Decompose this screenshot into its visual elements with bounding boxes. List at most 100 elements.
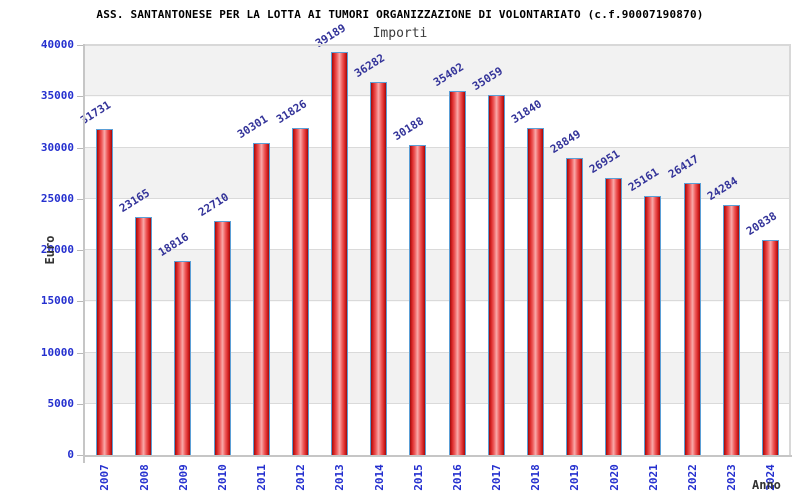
y-grid-line xyxy=(85,146,790,148)
x-tick-label-2010: 2010 xyxy=(202,458,242,496)
y-tick-label: 25000 xyxy=(40,191,74,205)
bar-2017 xyxy=(487,94,505,455)
bar-value-label: 22710 xyxy=(195,190,231,220)
y-tick-label: 30000 xyxy=(40,140,74,154)
bar-value-label: 26951 xyxy=(587,147,623,176)
bar-value-label: 30301 xyxy=(234,112,270,142)
bar-2009 xyxy=(174,261,192,455)
y-tick-label: 15000 xyxy=(40,294,74,308)
bar-2014 xyxy=(370,82,388,455)
y-tick-mark xyxy=(77,301,83,303)
y-tick-mark xyxy=(77,147,83,149)
x-tick-label-text: 2010 xyxy=(215,463,229,491)
plot-border-top xyxy=(84,44,791,46)
y-grid-line xyxy=(85,95,790,97)
x-tick-label-text: 2013 xyxy=(333,463,347,491)
bar-2020 xyxy=(605,177,623,455)
x-tick-label-text: 2009 xyxy=(176,463,190,491)
bar-2023 xyxy=(722,205,740,455)
bar-value-label: 35402 xyxy=(430,60,466,90)
x-tick-label-text: 2015 xyxy=(411,463,425,491)
y-tick-mark xyxy=(77,455,83,456)
y-tick-label: 5000 xyxy=(47,396,75,410)
bar-value-label: 36282 xyxy=(352,51,388,81)
chart-title: ASS. SANTANTONESE PER LA LOTTA AI TUMORI… xyxy=(96,8,704,21)
x-tick-label-2019: 2019 xyxy=(555,458,595,496)
bar-value-label: 31840 xyxy=(509,97,544,126)
bar-value-label: 35059 xyxy=(469,64,505,93)
x-tick-label-text: 2018 xyxy=(528,463,542,491)
bar-value-label: 24284 xyxy=(704,174,740,204)
x-axis-line xyxy=(83,455,792,457)
y-grid-line xyxy=(85,300,790,302)
x-tick-label-text: 2022 xyxy=(685,463,699,491)
x-tick-label-2015: 2015 xyxy=(398,458,438,496)
x-tick-label-2021: 2021 xyxy=(633,458,673,496)
x-tick-label-2017: 2017 xyxy=(476,458,516,496)
x-tick-label-text: 2007 xyxy=(98,463,112,491)
bar-value-label: 26417 xyxy=(665,152,701,182)
y-grid-line xyxy=(85,197,790,199)
plot-border-right xyxy=(789,44,791,456)
bar-value-label: 25161 xyxy=(626,165,662,195)
bar-2019 xyxy=(566,158,584,455)
x-axis-title: Anno xyxy=(752,478,781,492)
x-tick-label-2008: 2008 xyxy=(124,458,164,496)
y-tick-label: 40000 xyxy=(40,38,74,51)
y-tick-mark xyxy=(77,403,83,405)
x-tick-label-text: 2014 xyxy=(372,463,386,491)
bar-2011 xyxy=(252,143,270,455)
x-tick-label-2020: 2020 xyxy=(594,458,634,496)
bar-2008 xyxy=(135,216,153,455)
bar-2021 xyxy=(644,196,662,455)
y-tick-mark xyxy=(77,198,83,200)
y-tick-mark xyxy=(77,45,83,46)
y-tick-label: 10000 xyxy=(40,345,74,359)
y-grid-line xyxy=(85,351,790,353)
bar-2016 xyxy=(448,91,466,455)
x-tick-label-2007: 2007 xyxy=(85,458,125,496)
bar-2007 xyxy=(96,128,114,455)
x-tick-label-2009: 2009 xyxy=(163,458,203,496)
x-tick-label-text: 2008 xyxy=(137,463,151,491)
x-tick-label-text: 2019 xyxy=(568,463,582,491)
x-tick-label-text: 2016 xyxy=(450,463,464,491)
bar-value-label: 18816 xyxy=(156,230,192,260)
bar-value-label: 23165 xyxy=(117,186,153,215)
bar-2013 xyxy=(331,52,349,455)
x-tick-label-text: 2011 xyxy=(254,463,268,491)
bar-2022 xyxy=(683,183,701,455)
bar-value-label: 20838 xyxy=(744,209,779,239)
bar-value-label: 30188 xyxy=(391,114,427,143)
x-tick-label-text: 2021 xyxy=(646,463,660,491)
x-tick-label-2014: 2014 xyxy=(359,458,399,496)
x-tick-label-2012: 2012 xyxy=(280,458,320,496)
y-grid-line xyxy=(85,402,790,404)
y-tick-mark xyxy=(77,96,83,98)
x-tick-label-2013: 2013 xyxy=(320,458,360,496)
x-tick-label-2023: 2023 xyxy=(711,458,751,496)
y-tick-label: 20000 xyxy=(40,243,74,256)
bar-2010 xyxy=(213,221,231,455)
y-axis-line xyxy=(83,44,85,463)
x-tick-label-2022: 2022 xyxy=(672,458,712,496)
x-tick-label-2011: 2011 xyxy=(241,458,281,496)
y-tick-mark xyxy=(77,250,83,251)
x-tick-label-text: 2017 xyxy=(489,463,503,491)
bar-2018 xyxy=(526,127,544,455)
bar-value-label: 31826 xyxy=(274,97,309,126)
x-tick-label-2016: 2016 xyxy=(437,458,477,496)
chart-legend-label: Importi xyxy=(372,26,428,41)
x-tick-label-text: 2012 xyxy=(293,463,307,491)
bar-2024 xyxy=(761,240,779,455)
plot-area: 31731 23165 18816 22710 30301 31826 39189 36282… xyxy=(78,22,790,455)
y-axis-title: Euro xyxy=(43,235,57,265)
x-tick-label-2018: 2018 xyxy=(515,458,555,496)
y-tick-label: 35000 xyxy=(40,89,74,103)
y-tick-label: 0 xyxy=(67,448,74,461)
bar-2015 xyxy=(409,144,427,455)
x-tick-label-text: 2023 xyxy=(724,463,738,491)
x-tick-label-text: 2020 xyxy=(607,463,621,491)
y-grid-line xyxy=(85,249,790,250)
